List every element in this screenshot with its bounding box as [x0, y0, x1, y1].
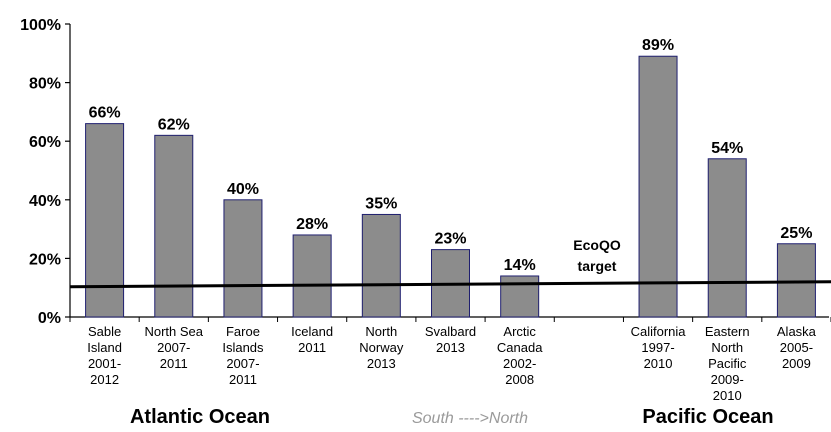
- y-tick-label: 0%: [38, 310, 61, 327]
- category-label: 2013: [436, 340, 465, 355]
- category-label: Norway: [359, 340, 404, 355]
- data-label: 62%: [158, 116, 190, 133]
- ecoqo-target-line: [69, 280, 831, 289]
- bar: [638, 55, 678, 318]
- bars: 66% 62% 40% 28% 35% 23% 14% 89% 54% 25%: [85, 37, 816, 318]
- y-tick-label: 100%: [20, 17, 61, 34]
- data-label: 28%: [296, 216, 328, 233]
- bar: [292, 234, 332, 318]
- bar: [361, 213, 401, 318]
- data-label: 14%: [504, 257, 536, 274]
- category-label: North: [365, 324, 397, 339]
- category-label: Eastern: [705, 324, 750, 339]
- category-label: Island: [87, 340, 122, 355]
- data-label: 66%: [89, 105, 121, 122]
- category-label: 2010: [713, 388, 742, 403]
- bar: [500, 275, 540, 318]
- category-label: 2012: [90, 372, 119, 387]
- category-label: 2011: [298, 340, 326, 355]
- category-label: 2009-: [711, 372, 744, 387]
- category-label: 1997-: [641, 340, 674, 355]
- category-label: 2009: [782, 356, 811, 371]
- y-tick-label: 40%: [29, 193, 61, 210]
- category-label: 2007-: [226, 356, 259, 371]
- data-label: 89%: [642, 37, 674, 54]
- data-label: 35%: [365, 195, 397, 212]
- y-tick-label: 80%: [29, 76, 61, 93]
- category-label: Pacific: [708, 356, 747, 371]
- data-label: 23%: [434, 231, 466, 248]
- y-tick-label: 20%: [29, 251, 61, 268]
- category-label: North: [711, 340, 743, 355]
- category-label: 2001-: [88, 356, 121, 371]
- y-tick-label: 60%: [29, 134, 61, 151]
- target-label-line-1: EcoQO: [573, 237, 621, 253]
- pacific-ocean-label: Pacific Ocean: [642, 406, 773, 428]
- category-label: 2005-: [780, 340, 813, 355]
- bar: [154, 134, 194, 318]
- data-label: 54%: [711, 140, 743, 157]
- category-label: 2008: [505, 372, 534, 387]
- category-label: Islands: [222, 340, 264, 355]
- category-label: 2010: [644, 356, 673, 371]
- category-label: Alaska: [777, 324, 817, 339]
- bar: [776, 243, 816, 318]
- bar: [223, 199, 263, 318]
- category-label: Svalbard: [425, 324, 476, 339]
- target-label-line-2: target: [578, 258, 617, 274]
- category-label: 2002-: [503, 356, 536, 371]
- category-label: Canada: [497, 340, 543, 355]
- direction-note: South ---->North: [412, 410, 528, 427]
- category-label: Sable: [88, 324, 121, 339]
- category-label: California: [631, 324, 687, 339]
- data-label: 40%: [227, 181, 259, 198]
- atlantic-ocean-label: Atlantic Ocean: [130, 406, 270, 428]
- category-label: North Sea: [144, 324, 203, 339]
- category-label: Iceland: [291, 324, 333, 339]
- category-label: 2011: [229, 372, 257, 387]
- category-label: Arctic: [503, 324, 536, 339]
- data-label: 25%: [780, 225, 812, 242]
- category-label: 2011: [160, 356, 188, 371]
- category-label: 2007-: [157, 340, 190, 355]
- y-axis: 0% 20% 40% 60% 80% 100%: [20, 17, 831, 327]
- bar: [85, 123, 125, 318]
- category-label: Faroe: [226, 324, 260, 339]
- bar: [707, 158, 747, 318]
- category-label: 2013: [367, 356, 396, 371]
